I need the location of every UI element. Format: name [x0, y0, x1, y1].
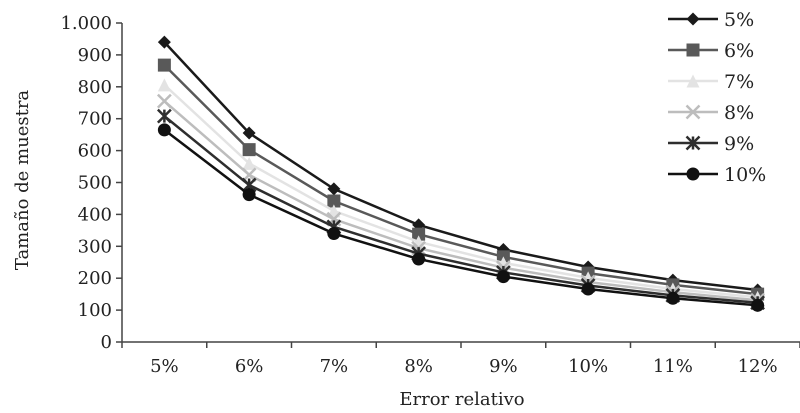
series-6: [157, 123, 765, 312]
series-line: [163, 100, 758, 302]
x-axis-label: Error relativo: [399, 389, 524, 410]
y-tick-label: 900: [78, 45, 112, 66]
series-line: [163, 41, 758, 292]
y-tick-label: 300: [78, 236, 112, 257]
legend-label: 9%: [724, 133, 754, 155]
series-line: [163, 128, 758, 307]
data-point: [157, 123, 171, 137]
legend-item: 10%: [668, 164, 766, 186]
y-tick-label: 1.000: [60, 13, 112, 34]
data-point: [156, 93, 172, 109]
x-tick-label: 9%: [489, 356, 518, 377]
x-tick-label: 8%: [404, 356, 433, 377]
legend-item: 7%: [668, 71, 754, 93]
data-point: [496, 270, 510, 284]
series-line: [163, 83, 758, 299]
y-tick-label: 700: [78, 109, 112, 130]
data-point: [157, 35, 171, 49]
x-tick-label: 12%: [738, 356, 778, 377]
data-point: [242, 143, 256, 157]
x-tick-label: 5%: [150, 356, 179, 377]
data-point: [242, 126, 256, 140]
legend-marker: [686, 43, 700, 57]
data-point: [327, 182, 341, 196]
legend-marker: [686, 12, 700, 26]
legend-item: 5%: [668, 9, 754, 31]
legend-marker: [686, 167, 700, 181]
legend-marker: [686, 74, 700, 88]
y-tick-label: 0: [101, 332, 112, 353]
data-point: [242, 188, 256, 202]
y-axis-label: Tamaño de muestra: [12, 90, 33, 271]
data-point: [751, 298, 765, 312]
data-point: [581, 282, 595, 296]
legend-label: 5%: [724, 9, 754, 31]
x-tick-label: 10%: [568, 356, 608, 377]
y-tick-label: 100: [78, 300, 112, 321]
legend-item: 9%: [668, 133, 754, 155]
data-point: [412, 227, 426, 241]
data-point: [157, 58, 171, 72]
series-1: [157, 35, 765, 297]
y-tick-label: 200: [78, 268, 112, 289]
legend-marker: [685, 135, 701, 151]
legend-marker: [685, 104, 701, 120]
data-point: [157, 78, 171, 92]
data-point: [412, 252, 426, 266]
data-point: [156, 108, 172, 124]
x-tick-label: 6%: [235, 356, 264, 377]
legend-item: 8%: [668, 102, 754, 124]
legend: 5% 6% 7% 8% 9% 10%: [668, 9, 766, 186]
legend-label: 6%: [724, 40, 754, 62]
x-tick-label: 7%: [320, 356, 349, 377]
data-point: [666, 291, 680, 305]
x-axis-ticks: 5% 6% 7% 8% 9% 10% 11% 12%: [121, 342, 800, 377]
data-point: [242, 156, 256, 170]
data-point: [327, 204, 341, 218]
data-point: [327, 194, 341, 208]
y-tick-label: 400: [78, 204, 112, 225]
y-tick-label: 500: [78, 173, 112, 194]
y-tick-label: 800: [78, 77, 112, 98]
legend-label: 8%: [724, 102, 754, 124]
series-line: [163, 64, 758, 296]
legend-label: 10%: [724, 164, 766, 186]
series-line: [163, 115, 758, 305]
legend-label: 7%: [724, 71, 754, 93]
series-layer: [156, 35, 766, 312]
y-axis-ticks: 0 100 200 300 400 500 600 700 800 900 1.000: [60, 13, 122, 353]
data-point: [327, 227, 341, 241]
legend-item: 6%: [668, 40, 754, 62]
x-tick-label: 11%: [653, 356, 693, 377]
y-tick-label: 600: [78, 141, 112, 162]
